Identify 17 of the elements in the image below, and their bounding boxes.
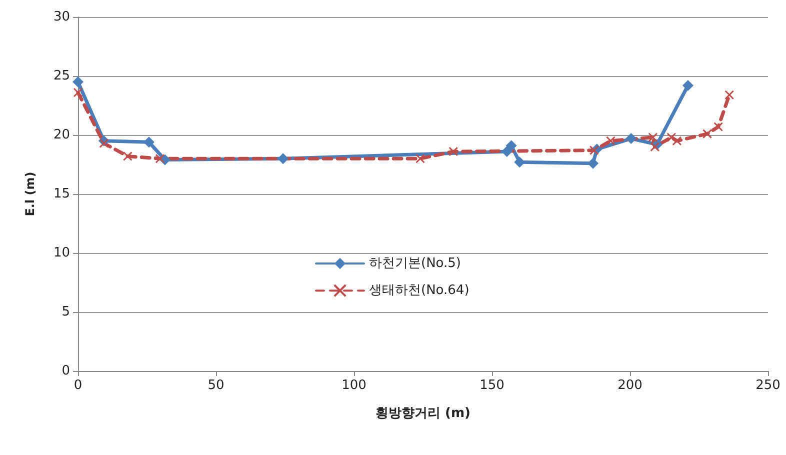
x-axis-title: 횡방향거리 (m): [376, 406, 470, 421]
y-tick-label: 0: [62, 364, 70, 378]
x-tick-label: 100: [342, 378, 366, 393]
y-tick-label: 20: [53, 128, 70, 142]
legend-label: 생태하천(No.64): [369, 283, 470, 298]
x-tick-label: 250: [756, 378, 780, 393]
y-tick-label: 15: [53, 186, 70, 202]
y-tick-label: 5: [62, 304, 70, 320]
y-tick-label: 30: [53, 10, 70, 24]
x-tick-label: 200: [618, 378, 642, 393]
x-tick-label: 0: [74, 378, 82, 393]
legend-label: 하천기본(No.5): [369, 256, 461, 271]
x-tick-label: 50: [208, 378, 224, 393]
y-tick-label: 10: [53, 246, 70, 260]
x-tick-label: 150: [480, 378, 504, 393]
y-tick-label: 25: [53, 68, 70, 84]
y-axis-title: E.l (m): [23, 172, 37, 216]
